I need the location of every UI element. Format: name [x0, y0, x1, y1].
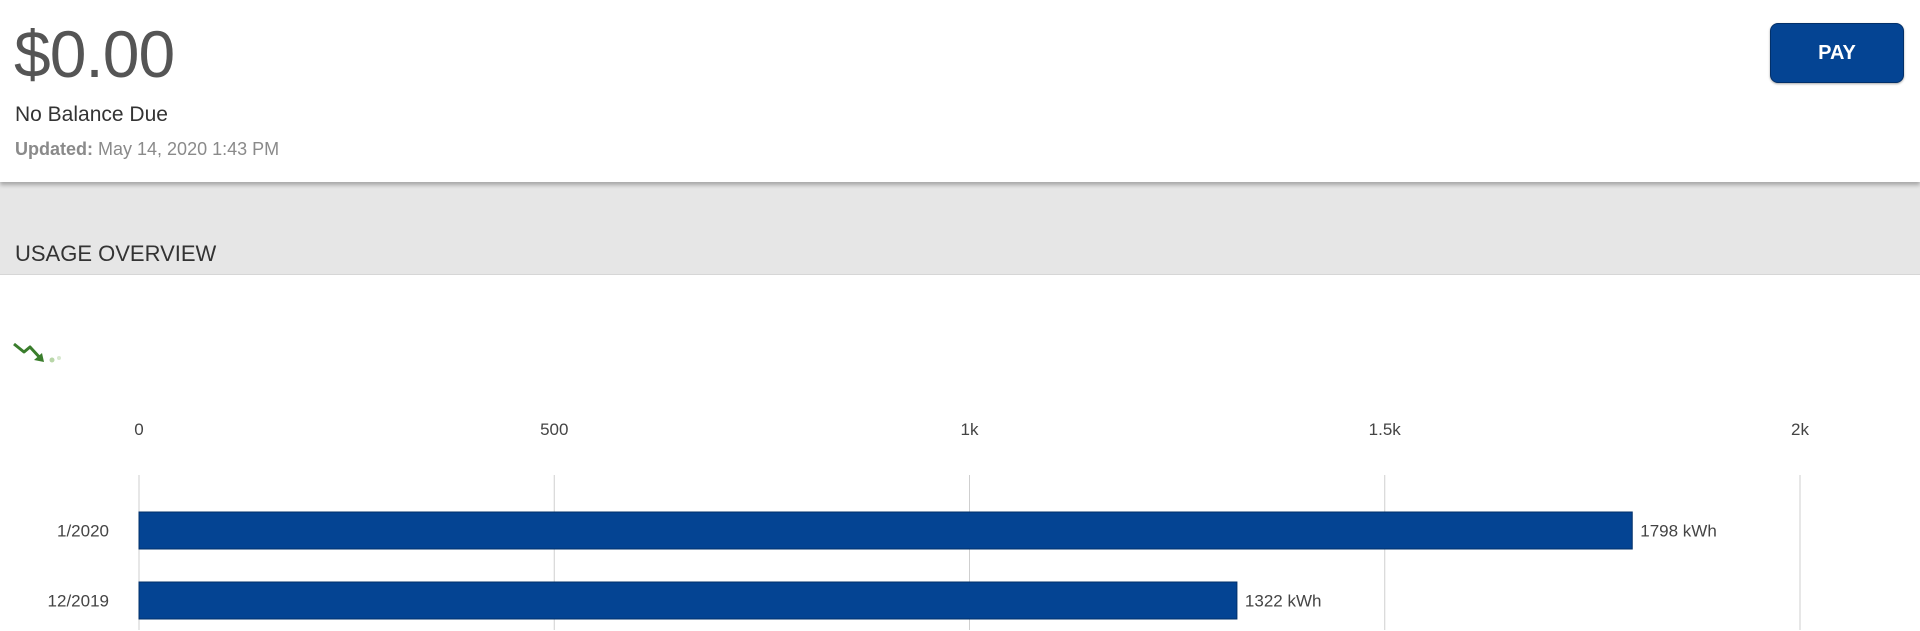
updated-timestamp: Updated: May 14, 2020 1:43 PM — [15, 139, 279, 160]
x-tick-label: 500 — [540, 420, 568, 439]
usage-overview-title: USAGE OVERVIEW — [15, 241, 217, 266]
updated-label: Updated: — [15, 139, 93, 159]
balance-amount: $0.00 — [14, 17, 175, 91]
balance-card: $0.00 No Balance Due Updated: May 14, 20… — [0, 0, 1920, 182]
x-tick-label: 0 — [134, 420, 143, 439]
pay-button[interactable]: PAY — [1770, 23, 1904, 83]
x-tick-label: 1k — [961, 420, 979, 439]
usage-chart-card — [0, 274, 1920, 631]
updated-value: May 14, 2020 1:43 PM — [98, 139, 280, 159]
balance-status: No Balance Due — [15, 103, 168, 126]
category-label: 12/2019 — [48, 592, 109, 611]
trending-down-icon — [13, 342, 61, 363]
usage-section-header — [0, 182, 1920, 274]
usage-bar — [138, 581, 1238, 620]
usage-bar — [138, 511, 1633, 550]
usage-bar-chart: 0 500 1k 1.5k 2k 1/2020 1798 kWh 12/2019 1322 kW… — [48, 420, 1809, 630]
x-tick-label: 1.5k — [1369, 420, 1402, 439]
x-tick-label: 2k — [1791, 420, 1809, 439]
data-label: 1322 kWh — [1245, 592, 1322, 611]
data-label: 1798 kWh — [1640, 522, 1717, 541]
category-label: 1/2020 — [57, 522, 109, 541]
